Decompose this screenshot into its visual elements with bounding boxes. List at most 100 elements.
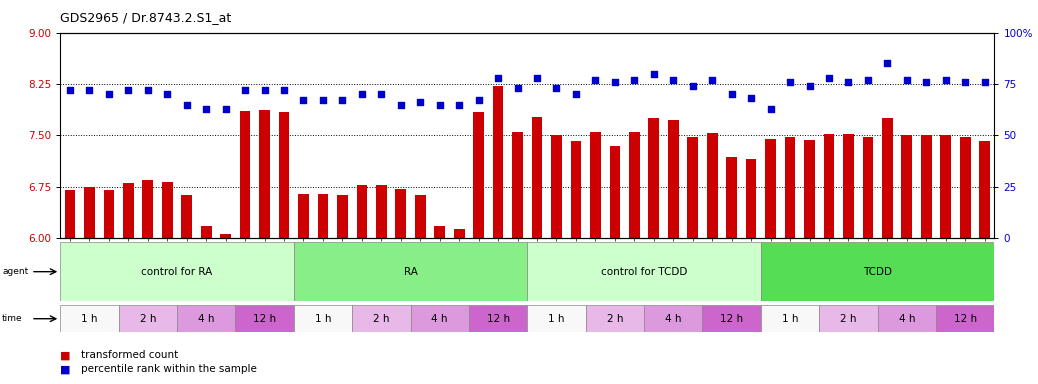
Text: 4 h: 4 h (432, 314, 448, 324)
Text: percentile rank within the sample: percentile rank within the sample (81, 364, 256, 374)
Point (801, 83, 818, 89)
Point (237, 87, 253, 93)
Text: 4 h: 4 h (899, 314, 916, 324)
Bar (337, 195, 348, 238)
Point (81, 87, 98, 93)
Bar (527, 242, 761, 301)
Text: 2 h: 2 h (840, 314, 856, 324)
Bar (493, 86, 503, 238)
Point (139, 87, 156, 93)
Bar (352, 305, 410, 332)
Bar (395, 189, 406, 238)
Bar (629, 132, 639, 238)
Point (256, 87, 273, 93)
Point (782, 79, 798, 85)
Text: 1 h: 1 h (782, 314, 798, 324)
Text: time: time (2, 314, 23, 323)
Point (217, 106, 234, 112)
Bar (469, 305, 527, 332)
Bar (220, 234, 231, 238)
Bar (551, 136, 562, 238)
Bar (298, 194, 309, 238)
Bar (60, 242, 294, 301)
Point (626, 77, 643, 83)
Point (684, 83, 701, 89)
Bar (819, 305, 878, 332)
Bar (240, 111, 250, 238)
Text: control for TCDD: control for TCDD (601, 266, 687, 277)
Point (665, 77, 682, 83)
Bar (644, 305, 703, 332)
Bar (182, 195, 192, 238)
Text: 12 h: 12 h (487, 314, 510, 324)
Bar (356, 185, 367, 238)
Text: 2 h: 2 h (373, 314, 389, 324)
Bar (727, 157, 737, 238)
Bar (411, 305, 469, 332)
Bar (761, 242, 994, 301)
Text: 4 h: 4 h (198, 314, 215, 324)
Bar (745, 159, 757, 238)
Bar (376, 185, 387, 238)
Bar (667, 119, 679, 238)
Text: RA: RA (404, 266, 417, 277)
Text: 4 h: 4 h (665, 314, 682, 324)
Bar (882, 118, 893, 238)
Bar (765, 139, 776, 238)
Bar (294, 242, 527, 301)
Bar (527, 305, 585, 332)
Bar (761, 305, 819, 332)
Text: agent: agent (2, 267, 28, 276)
Bar (703, 305, 761, 332)
Point (743, 95, 760, 101)
Point (179, 101, 195, 108)
Text: TCDD: TCDD (864, 266, 892, 277)
Text: control for RA: control for RA (141, 266, 213, 277)
Point (392, 101, 409, 108)
Point (295, 98, 311, 104)
Text: 1 h: 1 h (315, 314, 331, 324)
Bar (531, 117, 543, 238)
Point (957, 79, 974, 85)
Bar (960, 137, 971, 238)
Point (704, 77, 720, 83)
Bar (118, 305, 176, 332)
Bar (104, 190, 114, 238)
Bar (294, 305, 352, 332)
Bar (843, 134, 854, 238)
Point (354, 91, 371, 98)
Text: 12 h: 12 h (720, 314, 743, 324)
Text: ■: ■ (60, 350, 71, 360)
Bar (64, 190, 76, 238)
Bar (415, 195, 426, 238)
Text: 1 h: 1 h (81, 314, 98, 324)
Bar (278, 112, 290, 238)
Bar (512, 132, 523, 238)
Bar (122, 183, 134, 238)
Point (588, 77, 604, 83)
Bar (200, 226, 212, 238)
Point (470, 98, 487, 104)
Bar (162, 182, 172, 238)
Point (568, 91, 584, 98)
Point (412, 99, 429, 106)
Point (899, 77, 916, 83)
Bar (236, 305, 294, 332)
Point (977, 79, 993, 85)
Bar (60, 305, 118, 332)
Bar (707, 133, 717, 238)
Point (510, 85, 526, 91)
Text: 12 h: 12 h (954, 314, 977, 324)
Point (373, 91, 389, 98)
Point (120, 87, 137, 93)
Bar (687, 137, 699, 238)
Text: GDS2965 / Dr.8743.2.S1_at: GDS2965 / Dr.8743.2.S1_at (60, 12, 231, 25)
Point (606, 79, 623, 85)
Bar (785, 137, 795, 238)
Bar (473, 112, 484, 238)
Point (61, 87, 78, 93)
Point (821, 75, 838, 81)
Point (276, 87, 293, 93)
Bar (176, 305, 236, 332)
Point (937, 77, 954, 83)
